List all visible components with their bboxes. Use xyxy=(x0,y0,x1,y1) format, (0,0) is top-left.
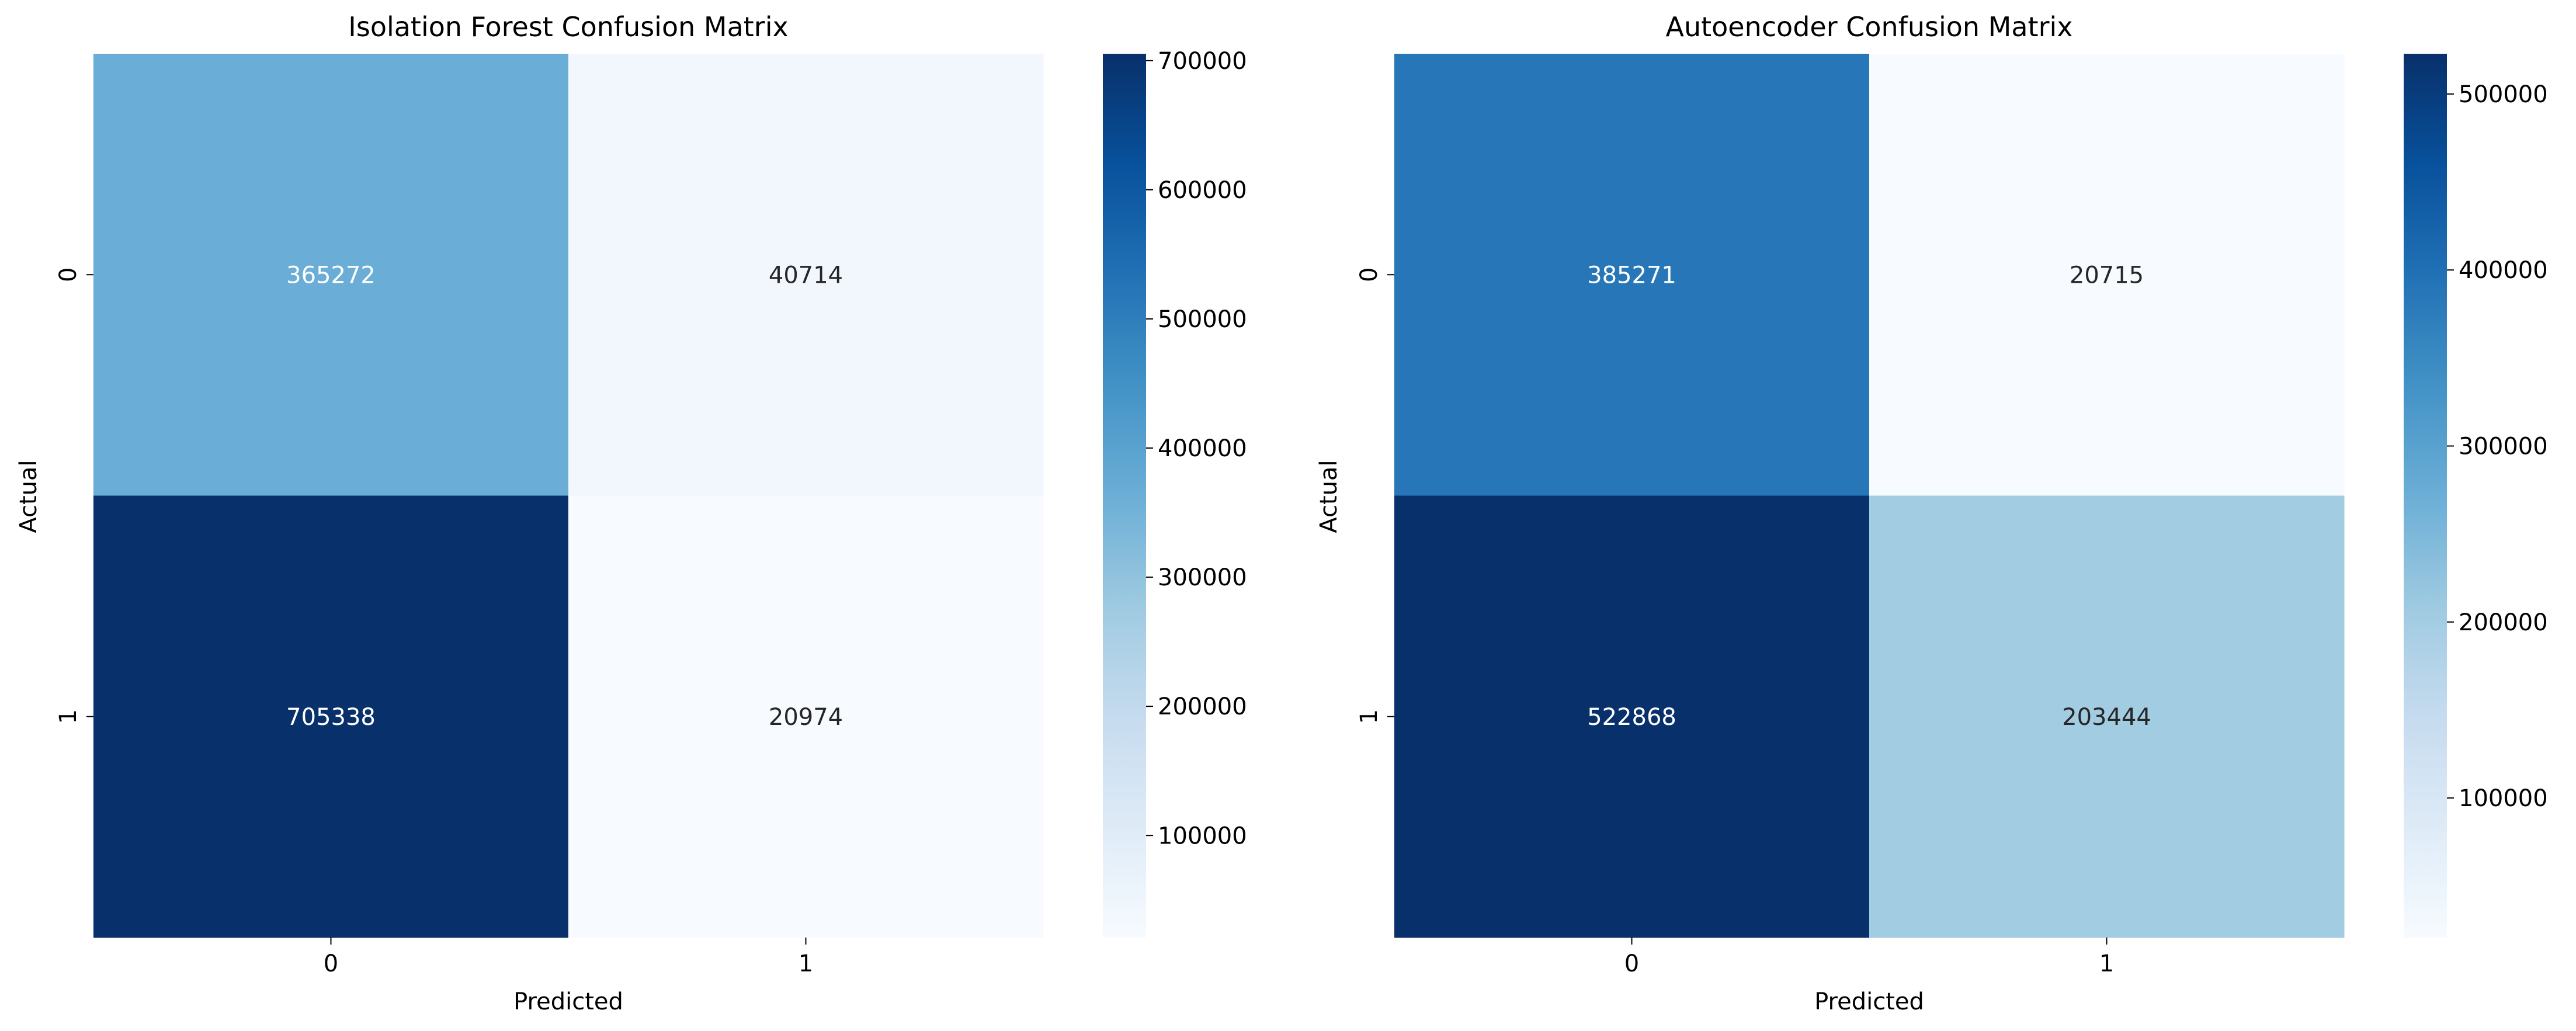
y-tick-label: 1 xyxy=(55,709,82,724)
colorbar-tick-label: 700000 xyxy=(1158,48,1247,75)
heatmap-cell xyxy=(1394,54,1870,496)
colorbar-tick-label: 300000 xyxy=(1158,564,1247,591)
heatmap-cell xyxy=(1869,54,2345,496)
chart-title: Autoencoder Confusion Matrix xyxy=(1666,11,2073,43)
cell-value-label: 20715 xyxy=(2070,262,2144,289)
heatmap-cell-labels: 385271 20715 522868 203444 xyxy=(1587,262,2151,731)
colorbar-tick-label: 200000 xyxy=(1158,693,1247,720)
y-axis-label: Actual xyxy=(15,460,42,533)
y-axis-ticks: 01 xyxy=(1356,268,1394,724)
colorbar-tick-label: 500000 xyxy=(1158,306,1247,333)
heatmap-cell xyxy=(568,54,1044,496)
colorbar-tick-label: 100000 xyxy=(2459,785,2548,812)
colorbar-tick-label: 600000 xyxy=(1158,177,1247,204)
cell-value-label: 705338 xyxy=(286,704,376,731)
chart-title: Isolation Forest Confusion Matrix xyxy=(348,11,788,43)
x-axis-label: Predicted xyxy=(1814,988,1924,1015)
heatmap-cells xyxy=(93,54,1044,938)
colorbar-tick-label: 400000 xyxy=(1158,435,1247,462)
colorbar xyxy=(1103,54,1146,938)
heatmap-cells xyxy=(1394,54,2345,938)
x-tick-label: 0 xyxy=(324,950,338,977)
cell-value-label: 20974 xyxy=(769,704,843,731)
cell-value-label: 40714 xyxy=(769,262,843,289)
y-tick-label: 0 xyxy=(55,268,82,282)
x-axis-label: Predicted xyxy=(513,988,623,1015)
cell-value-label: 385271 xyxy=(1587,262,1676,289)
colorbar-tick-label: 400000 xyxy=(2459,257,2548,284)
heatmap-cell xyxy=(1394,495,1870,938)
cell-value-label: 365272 xyxy=(286,262,376,289)
y-axis-ticks: 01 xyxy=(55,268,93,724)
colorbar xyxy=(2404,54,2447,938)
colorbar-tick-label: 100000 xyxy=(1158,822,1247,849)
colorbar-tick-label: 500000 xyxy=(2459,81,2548,108)
heatmap-panel-isolation-forest: Isolation Forest Confusion Matrix 365272… xyxy=(15,11,1247,1015)
y-tick-label: 0 xyxy=(1356,268,1383,282)
colorbar-ticks: 100000 200000 300000 400000 500000 xyxy=(2447,81,2548,812)
colorbar-ticks: 100000 200000 300000 400000 500000 600000 7000… xyxy=(1146,48,1247,849)
heatmap-panel-autoencoder: Autoencoder Confusion Matrix 385271 20715… xyxy=(1315,11,2548,1015)
heatmap-cell xyxy=(93,54,569,496)
x-tick-label: 0 xyxy=(1624,950,1639,977)
cell-value-label: 522868 xyxy=(1587,704,1676,731)
x-tick-label: 1 xyxy=(2099,950,2114,977)
colorbar-tick-label: 200000 xyxy=(2459,609,2548,636)
y-axis-label: Actual xyxy=(1315,460,1342,533)
heatmap-cell xyxy=(93,495,569,938)
heatmap-cell-labels: 365272 40714 705338 20974 xyxy=(286,262,843,731)
heatmap-cell xyxy=(568,495,1044,938)
y-tick-label: 1 xyxy=(1356,709,1383,724)
x-tick-label: 1 xyxy=(799,950,813,977)
heatmap-cell xyxy=(1869,495,2345,938)
colorbar-tick-label: 300000 xyxy=(2459,433,2548,460)
cell-value-label: 203444 xyxy=(2062,704,2151,731)
